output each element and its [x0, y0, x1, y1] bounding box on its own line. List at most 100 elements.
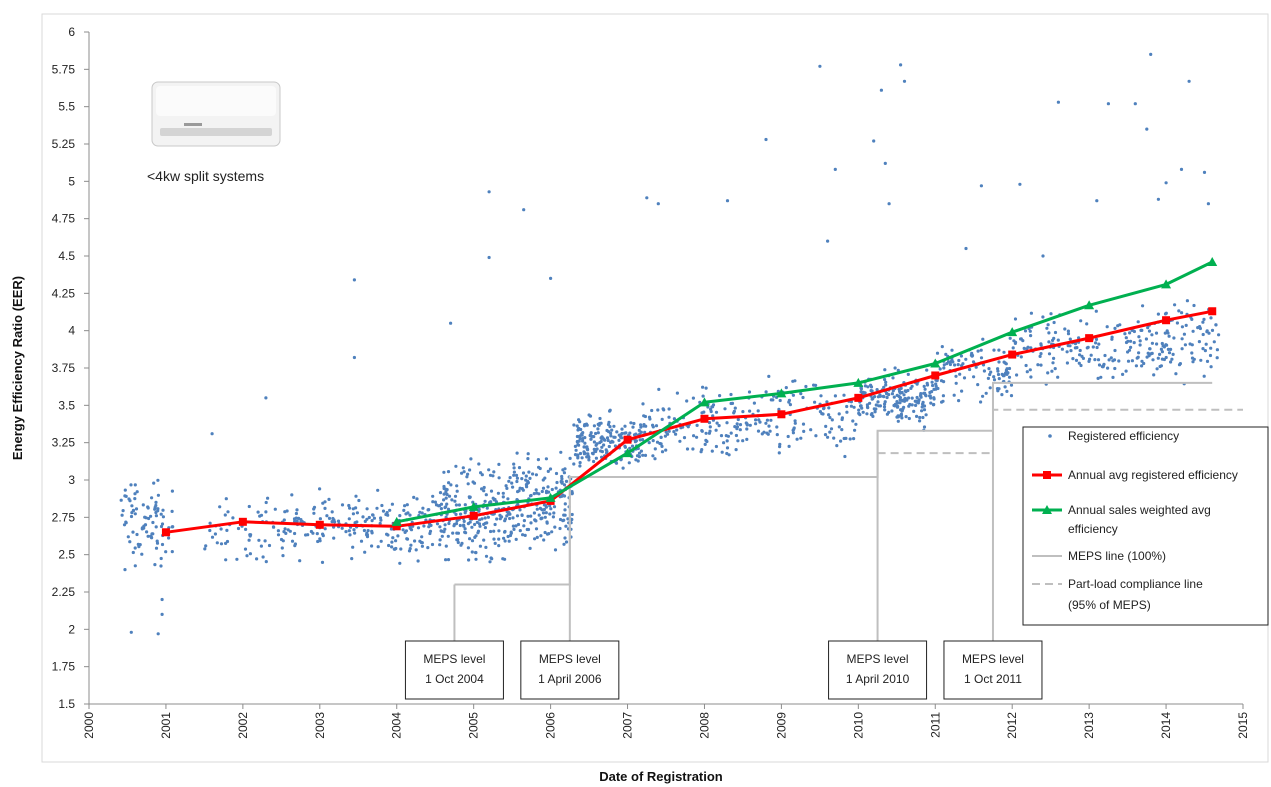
scatter-point	[150, 496, 154, 500]
scatter-point	[466, 482, 470, 486]
scatter-point	[606, 422, 611, 427]
scatter-point	[581, 439, 585, 443]
scatter-point	[974, 365, 978, 369]
scatter-point	[745, 437, 749, 441]
scatter-point	[884, 380, 888, 384]
scatter-point	[533, 518, 537, 522]
scatter-point	[1215, 356, 1219, 360]
scatter-point	[628, 431, 632, 435]
scatter-point	[323, 500, 327, 504]
scatter-point	[788, 403, 793, 407]
scatter-point	[654, 424, 659, 428]
scatter-point	[902, 79, 907, 83]
scatter-point	[651, 439, 655, 443]
scatter-point	[1155, 342, 1159, 346]
scatter-point	[1201, 332, 1205, 337]
scatter-point	[451, 531, 455, 535]
scatter-point	[527, 470, 531, 474]
scatter-point	[1013, 317, 1018, 321]
scatter-point	[885, 395, 889, 400]
scatter-point	[517, 466, 522, 470]
scatter-point	[827, 413, 831, 417]
scatter-point	[450, 498, 454, 502]
scatter-point	[892, 395, 896, 399]
scatter-point	[376, 545, 380, 549]
scatter-point	[159, 556, 163, 561]
scatter-point	[1065, 361, 1069, 365]
scatter-point	[121, 509, 125, 513]
scatter-point	[497, 537, 501, 541]
scatter-point	[321, 532, 325, 536]
legend-box	[1022, 426, 1269, 626]
scatter-point	[918, 419, 922, 423]
scatter-point	[715, 421, 719, 425]
scatter-point	[1113, 366, 1117, 371]
scatter-point	[708, 425, 712, 429]
scatter-point	[1173, 303, 1177, 307]
scatter-point	[312, 511, 316, 515]
scatter-point	[473, 522, 477, 527]
x-tick-label: 2003	[313, 712, 327, 739]
scatter-point	[133, 483, 137, 487]
scatter-point	[869, 413, 874, 417]
scatter-point	[534, 473, 539, 477]
scatter-point	[394, 539, 398, 543]
scatter-point	[154, 500, 158, 504]
scatter-point	[465, 475, 469, 479]
scatter-point	[468, 468, 472, 472]
scatter-point	[460, 471, 464, 475]
scatter-point	[405, 503, 409, 507]
scatter-point	[701, 394, 705, 398]
scatter-point	[754, 418, 758, 422]
scatter-point	[723, 407, 727, 411]
scatter-point	[218, 505, 222, 509]
scatter-point	[554, 471, 559, 476]
scatter-point	[522, 519, 527, 523]
scatter-point	[1209, 365, 1213, 369]
scatter-point	[316, 539, 320, 544]
scatter-point	[1109, 356, 1113, 360]
scatter-point	[475, 520, 479, 525]
scatter-point	[604, 448, 608, 452]
scatter-point	[520, 513, 524, 517]
scatter-point	[1137, 335, 1141, 339]
scatter-point	[1052, 336, 1056, 340]
scatter-point	[628, 446, 632, 450]
scatter-point	[1180, 311, 1184, 315]
scatter-point	[512, 470, 517, 474]
scatter-point	[872, 139, 876, 143]
scatter-point	[443, 506, 447, 510]
annotation-text: MEPS level	[539, 652, 601, 666]
scatter-point	[1060, 347, 1064, 351]
scatter-point	[219, 527, 223, 531]
scatter-point	[477, 462, 481, 466]
scatter-point	[404, 529, 408, 533]
scatter-point	[516, 502, 520, 507]
scatter-point	[533, 537, 537, 541]
scatter-point	[554, 486, 558, 490]
scatter-point	[535, 535, 539, 540]
scatter-point	[657, 387, 661, 391]
scatter-point	[515, 476, 520, 480]
scatter-point	[288, 529, 292, 533]
scatter-point	[907, 396, 911, 400]
y-tick-label: 6	[68, 25, 75, 39]
scatter-point	[1041, 254, 1045, 258]
scatter-point	[729, 392, 733, 397]
scatter-point	[264, 560, 268, 564]
scatter-point	[954, 381, 958, 385]
scatter-point	[420, 541, 424, 545]
scatter-point	[935, 379, 939, 383]
scatter-point	[660, 450, 665, 454]
scatter-point	[344, 530, 348, 534]
scatter-point	[586, 448, 590, 452]
scatter-point	[1085, 322, 1089, 326]
scatter-point	[466, 546, 470, 550]
scatter-point	[224, 541, 228, 546]
scatter-point	[1050, 369, 1054, 373]
scatter-point	[276, 529, 280, 533]
scatter-point	[828, 415, 832, 420]
scatter-point	[439, 502, 444, 506]
scatter-point	[487, 190, 491, 194]
